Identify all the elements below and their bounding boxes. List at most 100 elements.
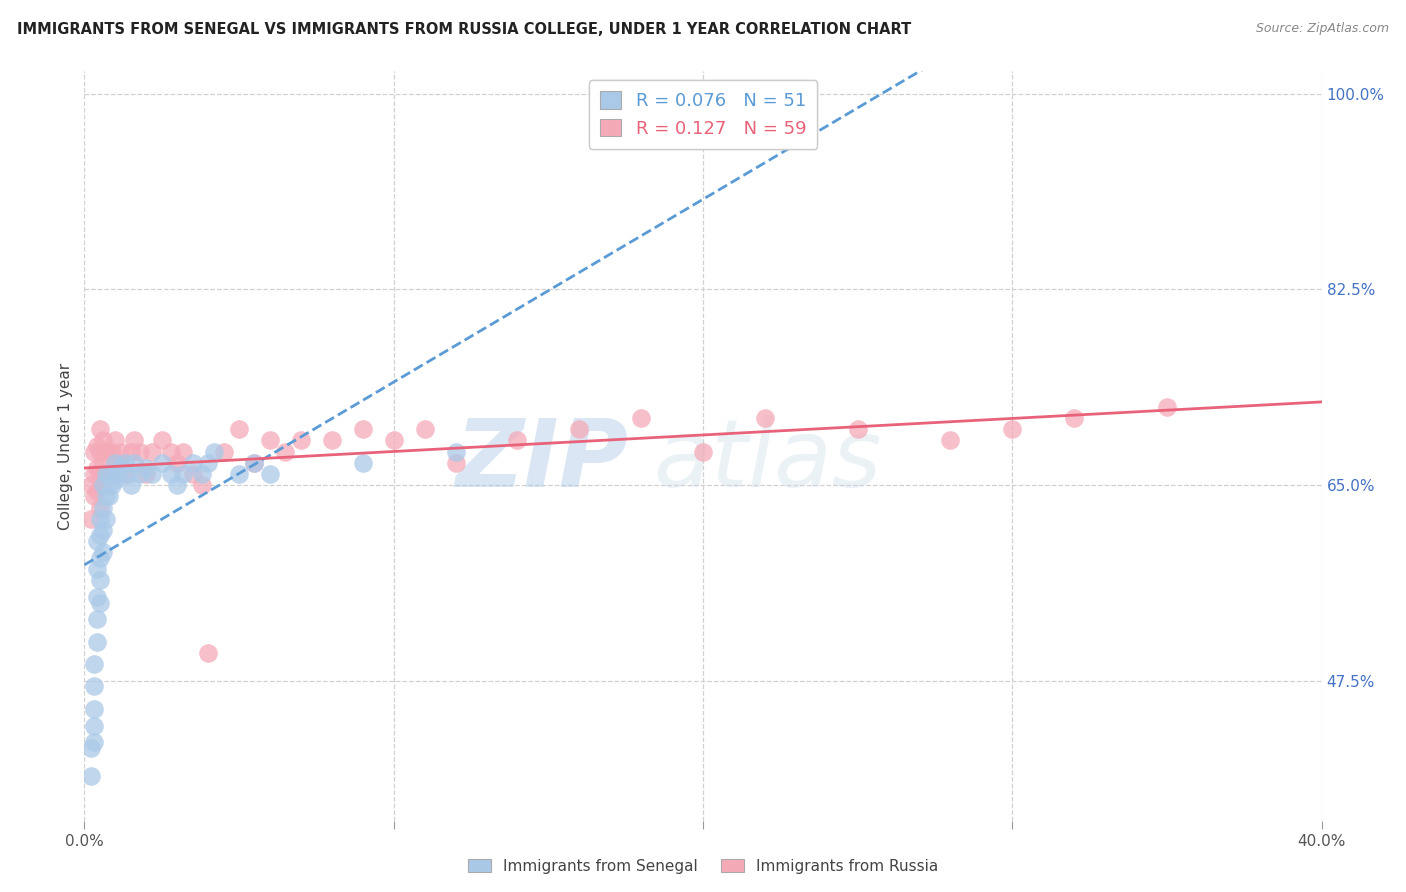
- Point: [89, 528, 111, 542]
- Point: [94, 511, 117, 525]
- Point: [352, 422, 374, 436]
- Point: [160, 444, 183, 458]
- Point: [94, 444, 117, 458]
- Point: [166, 456, 188, 470]
- Point: [91, 478, 114, 492]
- Point: [114, 467, 136, 481]
- Point: [191, 478, 214, 492]
- Point: [181, 467, 204, 481]
- Point: [274, 444, 297, 458]
- Point: [120, 478, 142, 492]
- Point: [1156, 400, 1178, 414]
- Point: [86, 483, 108, 498]
- Point: [79, 741, 101, 756]
- Text: IMMIGRANTS FROM SENEGAL VS IMMIGRANTS FROM RUSSIA COLLEGE, UNDER 1 YEAR CORRELAT: IMMIGRANTS FROM SENEGAL VS IMMIGRANTS FR…: [17, 22, 911, 37]
- Point: [91, 478, 114, 492]
- Point: [86, 562, 108, 576]
- Point: [79, 478, 101, 492]
- Point: [141, 467, 163, 481]
- Point: [122, 434, 145, 448]
- Point: [104, 473, 127, 487]
- Point: [129, 444, 152, 458]
- Point: [150, 456, 173, 470]
- Point: [141, 444, 163, 458]
- Point: [83, 702, 105, 716]
- Point: [89, 550, 111, 565]
- Point: [94, 489, 117, 503]
- Point: [91, 523, 114, 537]
- Point: [172, 467, 194, 481]
- Point: [692, 444, 714, 458]
- Point: [114, 456, 136, 470]
- Point: [86, 461, 108, 475]
- Point: [86, 534, 108, 549]
- Point: [101, 478, 124, 492]
- Point: [83, 444, 105, 458]
- Point: [939, 434, 962, 448]
- Point: [83, 735, 105, 749]
- Point: [754, 411, 776, 425]
- Point: [98, 489, 121, 503]
- Point: [568, 422, 591, 436]
- Point: [321, 434, 343, 448]
- Point: [104, 434, 127, 448]
- Point: [1001, 422, 1024, 436]
- Point: [413, 422, 436, 436]
- Point: [91, 434, 114, 448]
- Point: [197, 456, 219, 470]
- Point: [243, 456, 266, 470]
- Point: [98, 467, 121, 481]
- Point: [228, 422, 250, 436]
- Point: [89, 596, 111, 610]
- Text: Source: ZipAtlas.com: Source: ZipAtlas.com: [1256, 22, 1389, 36]
- Point: [212, 444, 235, 458]
- Point: [110, 461, 132, 475]
- Point: [630, 411, 652, 425]
- Point: [129, 467, 152, 481]
- Text: atlas: atlas: [654, 416, 882, 507]
- Point: [89, 500, 111, 515]
- Point: [91, 500, 114, 515]
- Point: [79, 511, 101, 525]
- Point: [846, 422, 869, 436]
- Point: [83, 489, 105, 503]
- Point: [86, 590, 108, 604]
- Point: [382, 434, 405, 448]
- Point: [83, 718, 105, 732]
- Point: [107, 456, 129, 470]
- Point: [91, 545, 114, 559]
- Point: [1063, 411, 1085, 425]
- Point: [506, 434, 529, 448]
- Point: [107, 467, 129, 481]
- Point: [86, 439, 108, 453]
- Point: [191, 467, 214, 481]
- Point: [83, 680, 105, 694]
- Point: [83, 657, 105, 671]
- Point: [101, 467, 124, 481]
- Point: [89, 467, 111, 481]
- Point: [444, 456, 467, 470]
- Point: [89, 511, 111, 525]
- Point: [197, 646, 219, 660]
- Point: [98, 467, 121, 481]
- Point: [135, 461, 157, 475]
- Point: [83, 467, 105, 481]
- Point: [228, 467, 250, 481]
- Legend: Immigrants from Senegal, Immigrants from Russia: Immigrants from Senegal, Immigrants from…: [461, 853, 945, 880]
- Point: [104, 456, 127, 470]
- Point: [89, 444, 111, 458]
- Point: [122, 456, 145, 470]
- Point: [86, 612, 108, 626]
- Point: [444, 444, 467, 458]
- Point: [89, 422, 111, 436]
- Point: [259, 467, 281, 481]
- Point: [352, 456, 374, 470]
- Point: [120, 444, 142, 458]
- Point: [135, 467, 157, 481]
- Point: [160, 467, 183, 481]
- Point: [94, 467, 117, 481]
- Point: [243, 456, 266, 470]
- Point: [101, 444, 124, 458]
- Legend: R = 0.076   N = 51, R = 0.127   N = 59: R = 0.076 N = 51, R = 0.127 N = 59: [589, 80, 817, 149]
- Point: [110, 444, 132, 458]
